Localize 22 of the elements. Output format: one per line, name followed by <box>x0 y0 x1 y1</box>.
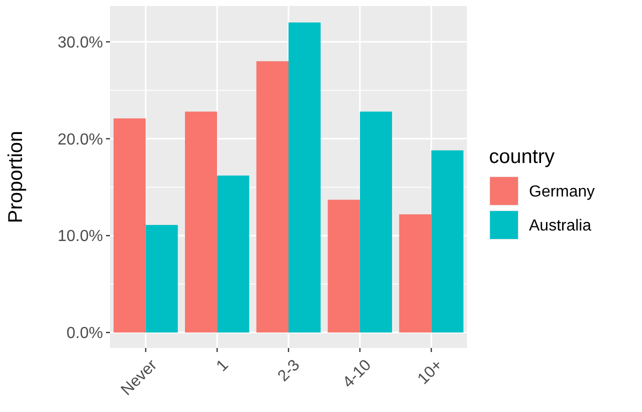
y-tick-label: 20.0% <box>58 131 103 148</box>
bar <box>360 112 392 332</box>
x-tick-label: 10+ <box>414 356 446 388</box>
bar <box>217 176 250 332</box>
y-tick-label: 10.0% <box>58 228 103 246</box>
bar <box>431 150 464 332</box>
y-tick-label: 30.0% <box>58 34 103 52</box>
x-tick-label: 4-10 <box>340 356 375 392</box>
bar <box>146 224 178 332</box>
x-tick-label: 1 <box>214 356 232 376</box>
bar <box>256 61 288 332</box>
legend-title: country <box>489 146 555 168</box>
x-tick-label: 2-3 <box>274 356 304 386</box>
bar <box>399 214 432 332</box>
bar <box>114 118 146 332</box>
y-axis-title: Proportion <box>5 130 27 224</box>
bar <box>328 200 360 332</box>
bar <box>288 22 321 332</box>
bar <box>184 112 218 332</box>
legend-label: Germany <box>529 184 595 201</box>
legend-label: Australia <box>529 218 592 235</box>
y-tick-label: 0.0% <box>66 325 103 342</box>
